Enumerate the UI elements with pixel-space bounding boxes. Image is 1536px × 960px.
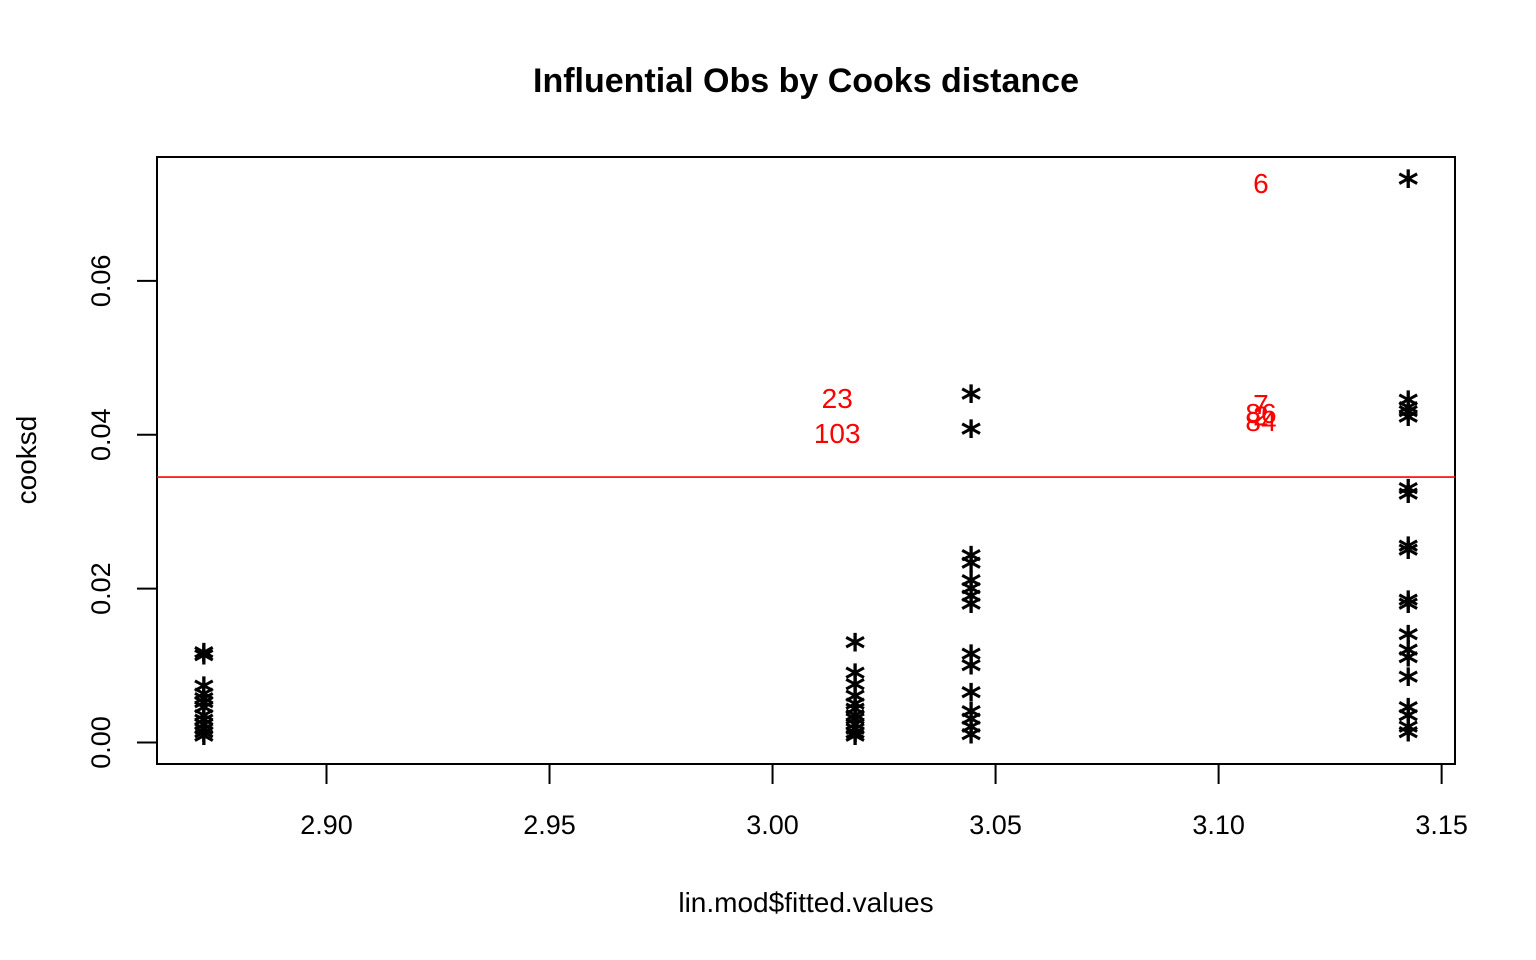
point-label: 86 [1245, 398, 1276, 429]
plot-frame [156, 156, 1456, 765]
data-point: * [961, 638, 982, 684]
data-point: * [961, 588, 982, 634]
point-label: 6 [1253, 168, 1269, 199]
x-axis-label: lin.mod$fitted.values [678, 887, 933, 918]
chart-title: Influential Obs by Cooks distance [533, 62, 1079, 100]
point-label: 103 [814, 418, 861, 449]
x-tick-label: 3.00 [746, 810, 799, 840]
data-point: * [845, 720, 866, 766]
data-point: * [845, 709, 866, 755]
data-point: * [1398, 588, 1419, 634]
data-point: * [961, 696, 982, 742]
data-point: * [193, 704, 214, 750]
data-point: * [961, 547, 982, 593]
y-axis: 0.00 0.02 0.04 0.06 [86, 255, 158, 769]
data-point: * [1398, 478, 1419, 524]
data-point: * [1398, 661, 1419, 707]
data-point: * [193, 699, 214, 745]
data-point: * [193, 670, 214, 716]
data-point: * [1398, 642, 1419, 688]
point-label: 2 [1253, 400, 1269, 431]
data-point: * [1398, 619, 1419, 665]
data-point: * [961, 378, 982, 424]
data-point: * [1398, 530, 1419, 576]
data-point: * [1398, 163, 1419, 209]
x-tick-label: 3.10 [1192, 810, 1245, 840]
data-point: * [1398, 699, 1419, 745]
data-point: * [193, 686, 214, 732]
point-label: 23 [822, 383, 853, 414]
data-point: * [1398, 634, 1419, 680]
data-point: * [193, 678, 214, 724]
y-axis-label: cooksd [11, 416, 42, 505]
data-point: * [961, 676, 982, 722]
data-point: * [193, 639, 214, 685]
data-point: * [1398, 692, 1419, 738]
data-point: * [193, 709, 214, 755]
data-point: * [193, 713, 214, 759]
x-tick-label: 2.90 [300, 810, 353, 840]
data-point: * [845, 657, 866, 703]
data-point: * [1398, 711, 1419, 757]
data-point: * [845, 680, 866, 726]
data-point: * [1398, 584, 1419, 630]
data-point: * [845, 626, 866, 672]
data-point: * [845, 688, 866, 734]
x-axis: 2.90 2.95 3.00 3.05 3.10 3.15 [300, 763, 1468, 840]
x-tick-label: 2.95 [523, 810, 576, 840]
data-point: * [193, 636, 214, 682]
data-point: * [845, 703, 866, 749]
data-point: * [1398, 472, 1419, 518]
data-point: * [845, 713, 866, 759]
data-point: * [961, 413, 982, 459]
y-tick-label: 0.06 [86, 255, 116, 308]
data-point: * [961, 649, 982, 695]
y-tick-label: 0.02 [86, 562, 116, 615]
y-tick-label: 0.00 [86, 716, 116, 769]
data-point: * [193, 716, 214, 762]
data-point: * [961, 565, 982, 611]
data-point: * [961, 539, 982, 585]
x-tick-label: 3.05 [969, 810, 1022, 840]
data-point: * [193, 720, 214, 766]
data-point: * [961, 711, 982, 757]
point-label: 84 [1245, 406, 1276, 437]
data-point: * [845, 693, 866, 739]
data-point: * [193, 692, 214, 738]
data-point: * [1398, 395, 1419, 441]
data-point: * [845, 699, 866, 745]
data-point: * [1398, 534, 1419, 580]
data-point: * [1398, 401, 1419, 447]
x-tick-label: 3.15 [1415, 810, 1468, 840]
data-point: * [961, 703, 982, 749]
data-point: * [193, 682, 214, 728]
data-point: * [1398, 716, 1419, 762]
data-points: ****************************************… [193, 163, 1418, 766]
data-point: * [961, 580, 982, 626]
data-point: * [845, 717, 866, 763]
point-label: 7 [1253, 389, 1269, 420]
data-point: * [961, 719, 982, 765]
data-point: * [1398, 384, 1419, 430]
y-tick-label: 0.04 [86, 408, 116, 461]
data-point: * [961, 572, 982, 618]
data-point: * [1398, 392, 1419, 438]
data-point: * [845, 669, 866, 715]
